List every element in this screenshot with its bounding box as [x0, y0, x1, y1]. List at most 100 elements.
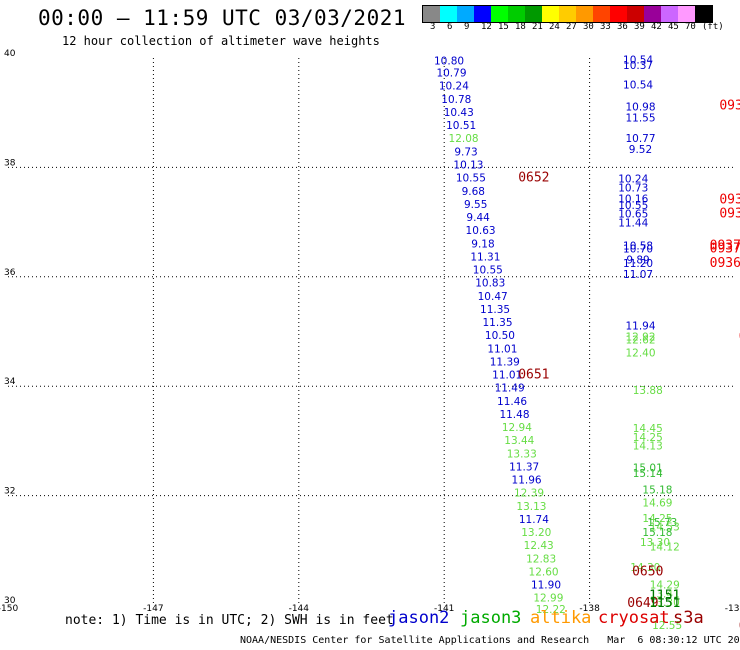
swh-value-label: 14.69 — [642, 498, 672, 510]
page-title: 00:00 – 11:59 UTC 03/03/2021 — [38, 6, 407, 30]
time-label: 0937 — [719, 98, 740, 113]
x-tick-label: -141 — [434, 604, 454, 614]
swh-value-label: 15.18 — [642, 484, 672, 496]
swh-value-label: 13.30 — [640, 537, 670, 549]
y-tick-label: 38 — [4, 158, 16, 168]
swh-value-label: 13.44 — [504, 435, 534, 447]
legend-tick-label: 39 — [634, 22, 645, 32]
swh-value-label: 10.55 — [618, 200, 648, 212]
swh-value-label: 11.01 — [492, 370, 522, 382]
swh-value-label: 11.31 — [470, 251, 500, 263]
swh-value-label: 9.68 — [462, 186, 485, 198]
time-label: 0649 — [627, 596, 658, 611]
x-tick-label: -135 — [725, 604, 740, 614]
swh-value-label: 10.55 — [456, 173, 486, 185]
swh-value-label: 10.78 — [441, 94, 471, 106]
x-tick-label: -138 — [579, 604, 600, 614]
swh-value-label: 10.24 — [439, 81, 469, 93]
swh-value-label: 11.96 — [512, 475, 542, 487]
swh-value-label: 13.13 — [516, 501, 546, 513]
time-label: 1151 — [649, 589, 680, 604]
legend-swatch — [491, 6, 508, 22]
swh-value-label: 11.90 — [531, 580, 561, 592]
swh-value-label: 9.73 — [454, 146, 477, 158]
swh-value-label: 11.35 — [480, 304, 510, 316]
swh-value-label: 15.01 — [633, 463, 663, 475]
swh-value-label: 10.77 — [625, 133, 655, 145]
swh-value-label: 11.07 — [623, 269, 653, 281]
legend-tick-label: 33 — [600, 22, 611, 32]
swh-value-label: 12.55 — [652, 620, 682, 632]
legend-tick-label: 18 — [515, 22, 526, 32]
swh-value-label: 11.55 — [625, 112, 655, 124]
swh-value-label: 11.44 — [618, 217, 648, 229]
satellite-legend-s3a: s3a — [673, 608, 704, 628]
swh-value-label: 10.51 — [446, 120, 476, 132]
swh-value-label: 12.99 — [533, 593, 563, 605]
swh-value-label: 9.44 — [466, 212, 490, 224]
x-tick-label: -144 — [289, 604, 310, 614]
satellite-legend-jason3: jason3 — [460, 608, 522, 628]
legend-swatch — [610, 6, 627, 22]
swh-value-label: 12.94 — [502, 422, 532, 434]
swh-value-label: 14.53 — [650, 522, 680, 534]
satellite-legend-altika: altika — [530, 608, 592, 628]
swh-value-label: 12.83 — [526, 553, 556, 565]
swh-value-label: 11.48 — [499, 409, 529, 421]
swh-value-label: 10.16 — [618, 193, 648, 205]
time-label: 0937 — [719, 207, 740, 222]
time-label: 0649 — [739, 619, 740, 634]
legend-tick-label: 30 — [583, 22, 594, 32]
swh-value-label: 9.52 — [629, 144, 652, 156]
legend-swatch — [627, 6, 644, 22]
swh-value-label: 9.18 — [471, 238, 494, 250]
swh-value-label: 11.94 — [625, 320, 655, 332]
legend-swatch — [661, 6, 678, 22]
swh-value-label: 11.74 — [519, 514, 549, 526]
y-tick-label: 36 — [4, 268, 16, 278]
time-label: 0650 — [632, 564, 663, 579]
swh-value-label: 12.08 — [449, 133, 479, 145]
swh-value-label: 10.63 — [466, 225, 496, 237]
swh-value-label: 10.98 — [625, 102, 655, 114]
legend-tick-label: 36 — [617, 22, 628, 32]
swh-value-label: 11.35 — [482, 317, 512, 329]
swh-value-label: 10.13 — [453, 159, 483, 171]
legend-swatch — [542, 6, 559, 22]
legend-tick-label: (ft) — [702, 22, 724, 32]
swh-value-label: 10.58 — [623, 240, 653, 252]
legend-swatch — [576, 6, 593, 22]
legend-swatch — [525, 6, 542, 22]
swh-value-label: 10.54 — [623, 54, 653, 66]
swh-value-label: 11.49 — [495, 383, 525, 395]
swh-value-label: 12.40 — [625, 348, 655, 360]
legend-swatch — [474, 6, 491, 22]
time-label: 1151 — [649, 596, 680, 611]
legend-swatch — [593, 6, 610, 22]
swh-value-label: 12.22 — [536, 604, 566, 616]
x-tick-label: -147 — [143, 604, 163, 614]
swh-value-label: 10.80 — [434, 56, 464, 68]
swh-color-legend — [422, 5, 713, 23]
swh-value-label: 12.43 — [524, 540, 554, 552]
swh-value-label: 15.73 — [647, 517, 677, 529]
swh-value-label: 9.55 — [464, 199, 487, 211]
satellite-legend-jason2: jason2 — [388, 608, 450, 628]
legend-tick-label: 70 — [685, 22, 696, 32]
swh-value-label: 10.50 — [485, 330, 515, 342]
y-tick-label: 40 — [4, 49, 16, 59]
swh-value-label: 14.25 — [642, 513, 672, 525]
swh-value-label: 10.55 — [473, 265, 503, 277]
legend-swatch — [678, 6, 695, 22]
swh-value-label: 13.20 — [521, 527, 551, 539]
satellite-legend-cryosat: cryosat — [598, 608, 670, 628]
swh-value-label: 14.29 — [650, 580, 680, 592]
swh-value-label: 10.83 — [475, 278, 505, 290]
swh-value-label: 14.13 — [633, 441, 663, 453]
swh-value-label: 14.25 — [633, 432, 663, 444]
legend-swatch — [508, 6, 525, 22]
time-label: 0936 — [739, 329, 740, 344]
swh-value-label: 10.24 — [618, 174, 648, 186]
swh-value-label: 13.88 — [633, 385, 663, 397]
